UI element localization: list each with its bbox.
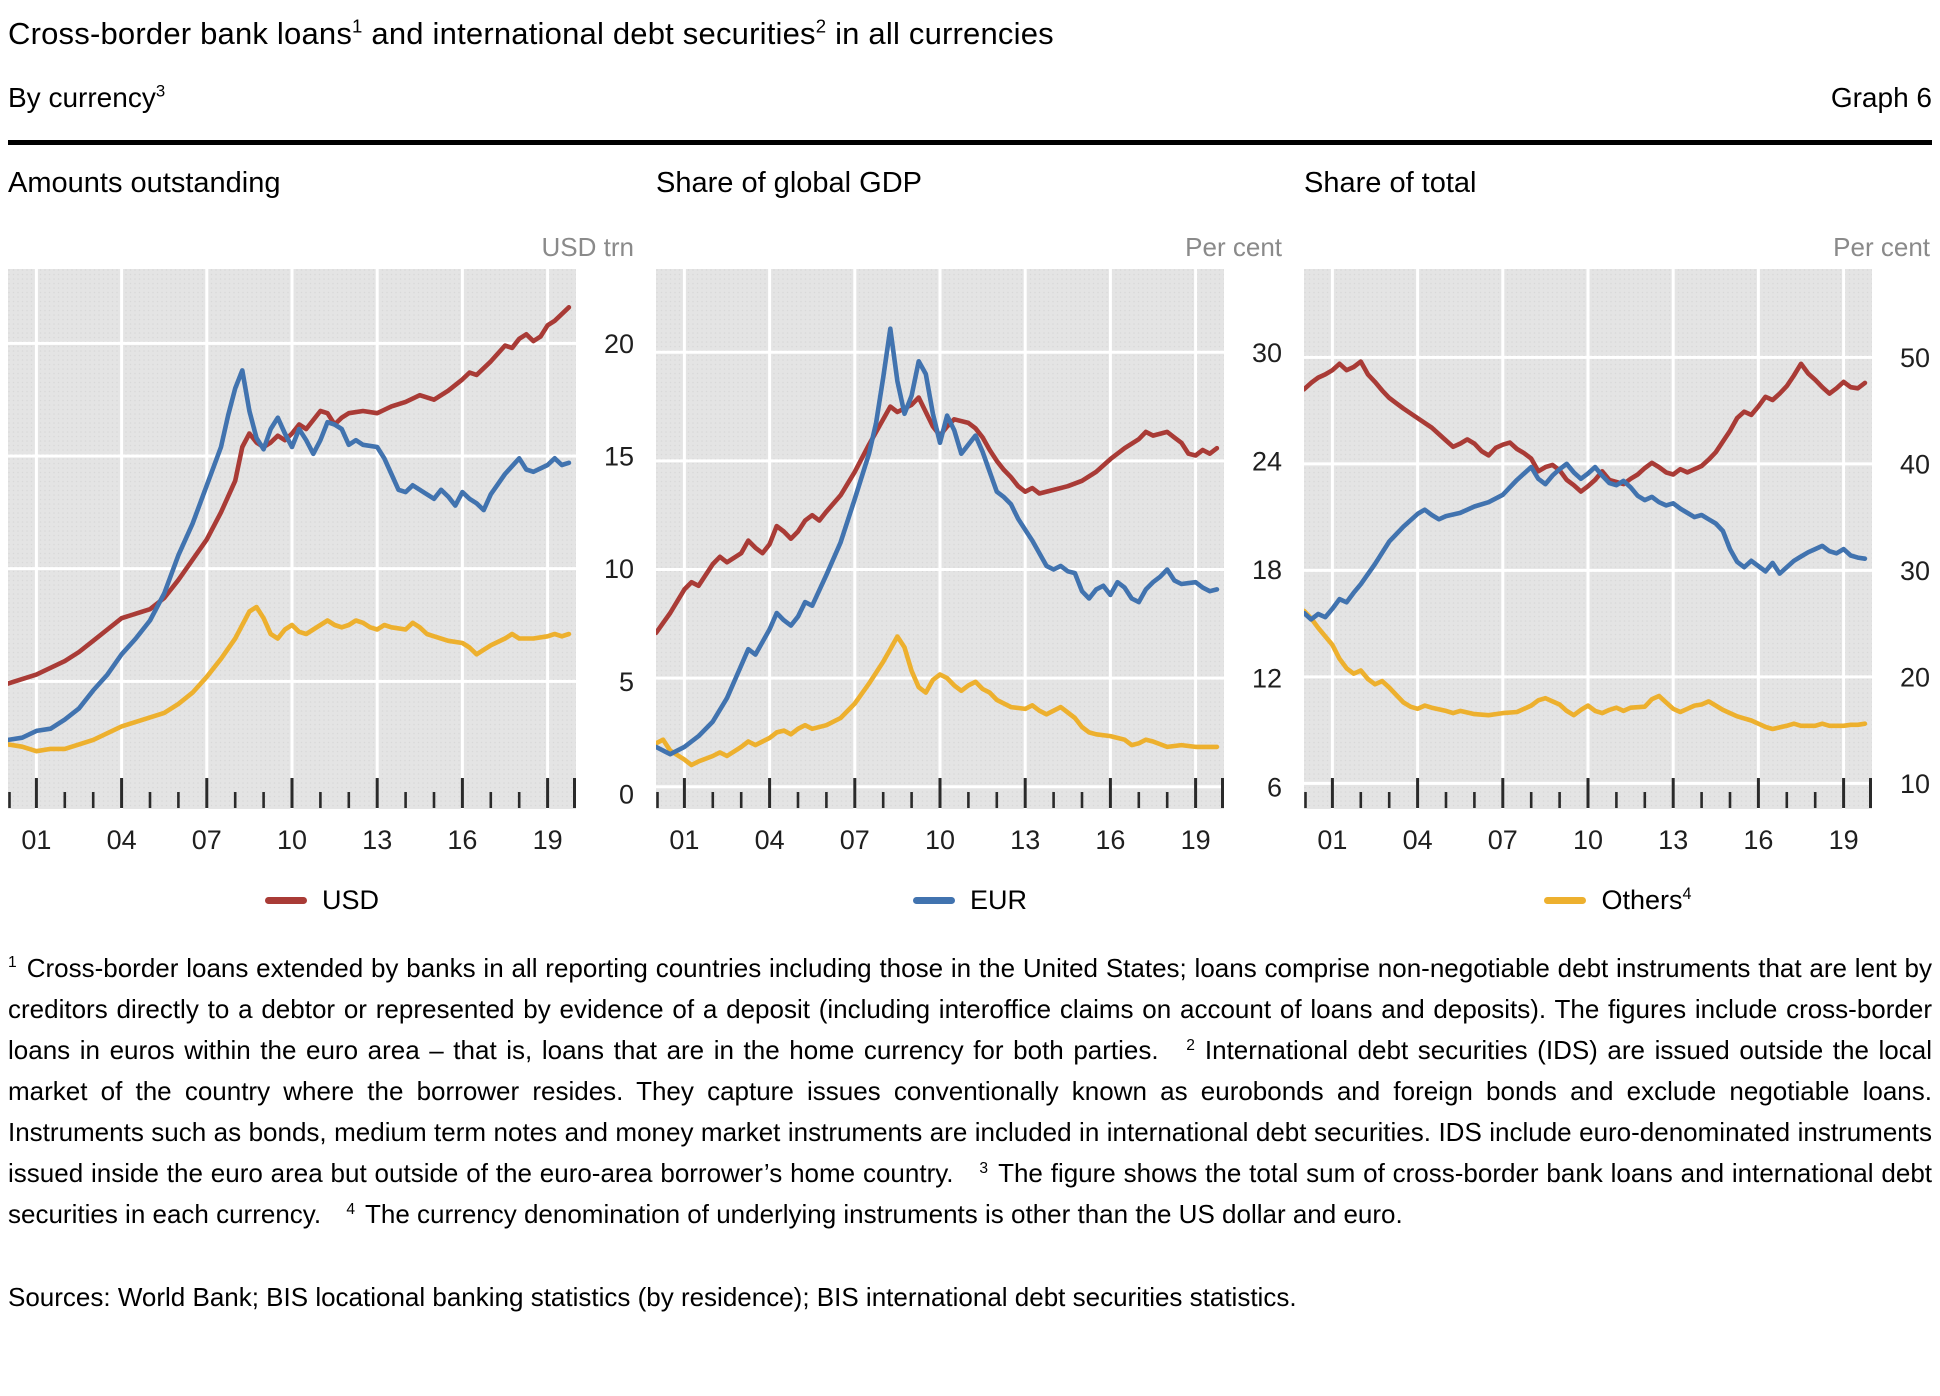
superscript: 2 [815, 15, 827, 37]
legend-color-swatch [264, 897, 307, 904]
divider-rule [8, 140, 1932, 145]
series-others [8, 604, 572, 754]
svg-text:07: 07 [192, 825, 222, 855]
svg-text:01: 01 [669, 825, 699, 855]
svg-text:01: 01 [21, 825, 51, 855]
svg-text:04: 04 [107, 825, 137, 855]
svg-text:13: 13 [1010, 825, 1040, 855]
superscript: 4 [1682, 885, 1692, 903]
panel-share-of-global-gdp: Share of global GDP Per cent 01 04 07 10 13 1… [656, 167, 1284, 916]
footnote-marker: 4 [346, 1200, 356, 1218]
gridlines [656, 269, 1224, 809]
panel-share-of-total: Share of total Per cent 01 04 07 10 13 16 19 10… [1304, 167, 1932, 916]
svg-text:16: 16 [1743, 825, 1773, 855]
svg-text:16: 16 [447, 825, 477, 855]
svg-text:10: 10 [925, 825, 955, 855]
panel-amounts-outstanding: Amounts outstanding USD trn 01 04 07 10 13 16… [8, 167, 636, 916]
svg-text:50: 50 [1900, 343, 1930, 373]
y-axis-labels: 0 5 10 15 20 [604, 329, 634, 810]
sources-line: Sources: World Bank; BIS locational bank… [8, 1281, 1297, 1312]
series-lines [656, 326, 1220, 768]
svg-text:40: 40 [1900, 449, 1930, 479]
svg-text:24: 24 [1252, 446, 1282, 476]
superscript: 3 [155, 81, 166, 101]
y-axis-labels: 10 20 30 40 50 [1900, 343, 1930, 799]
series-lines [8, 304, 572, 754]
svg-text:12: 12 [1252, 664, 1282, 694]
series-others [656, 634, 1220, 768]
legend-others: Others4 [1304, 885, 1932, 916]
series-usd [8, 304, 572, 686]
svg-text:10: 10 [604, 554, 634, 584]
panels-row: Amounts outstanding USD trn 01 04 07 10 13 16… [8, 167, 1932, 916]
svg-text:01: 01 [1317, 825, 1347, 855]
svg-text:30: 30 [1252, 338, 1282, 368]
legend-usd: USD [8, 885, 636, 916]
svg-text:20: 20 [604, 329, 634, 359]
svg-text:04: 04 [1403, 825, 1433, 855]
svg-text:5: 5 [619, 667, 634, 697]
legend-label: USD [321, 885, 379, 915]
series-eur [1304, 461, 1868, 622]
legend-color-swatch [912, 897, 955, 904]
svg-text:19: 19 [1181, 825, 1211, 855]
series-usd [1304, 359, 1868, 494]
x-tick-labels: 01 04 07 10 13 16 19 [669, 825, 1210, 855]
svg-text:0: 0 [619, 780, 634, 810]
x-ticks [8, 778, 576, 808]
legend-label: EUR [969, 885, 1027, 915]
series-others [1304, 608, 1868, 732]
svg-text:15: 15 [604, 442, 634, 472]
x-tick-labels: 01 04 07 10 13 16 19 [1317, 825, 1858, 855]
chart-share-of-total: 01 04 07 10 13 16 19 10 20 30 40 50 [1304, 269, 1930, 855]
panel-title: Amounts outstanding [8, 167, 281, 199]
svg-text:18: 18 [1252, 555, 1282, 585]
svg-text:30: 30 [1900, 556, 1930, 586]
svg-text:07: 07 [840, 825, 870, 855]
chart-amounts-outstanding: 01 04 07 10 13 16 19 0 5 10 15 20 [8, 269, 634, 855]
svg-text:6: 6 [1267, 772, 1282, 802]
x-ticks [656, 778, 1224, 808]
footnotes: 1 Cross-border loans extended by banks in… [8, 953, 1933, 1230]
panel-title: Share of global GDP [656, 167, 922, 199]
footnote-marker: 1 [8, 954, 17, 972]
unit-label: Per cent [1185, 232, 1282, 262]
svg-text:07: 07 [1488, 825, 1518, 855]
series-lines [1304, 359, 1868, 732]
svg-text:10: 10 [1573, 825, 1603, 855]
footnote-marker: 3 [979, 1159, 989, 1177]
svg-text:04: 04 [755, 825, 785, 855]
svg-text:10: 10 [1900, 769, 1930, 799]
legend-eur: EUR [656, 885, 1284, 916]
unit-label: Per cent [1833, 232, 1930, 262]
superscript: 1 [352, 15, 363, 37]
subtitle-row: By currency3 Graph 6 [8, 82, 1932, 114]
svg-text:13: 13 [1658, 825, 1688, 855]
svg-text:10: 10 [277, 825, 307, 855]
svg-text:19: 19 [1829, 825, 1859, 855]
svg-text:20: 20 [1900, 662, 1930, 692]
svg-text:16: 16 [1095, 825, 1125, 855]
subtitle: By currency3 [8, 81, 166, 113]
x-tick-labels: 01 04 07 10 13 16 19 [21, 825, 562, 855]
x-ticks [1304, 778, 1872, 808]
document-title: Cross-border bank loans1 and internation… [8, 15, 1054, 51]
panel-title: Share of total [1304, 167, 1477, 199]
svg-text:13: 13 [362, 825, 392, 855]
legend-color-swatch [1544, 897, 1587, 904]
graph-number: Graph 6 [1830, 82, 1932, 113]
series-eur [656, 326, 1220, 757]
unit-label: USD trn [541, 232, 634, 262]
legend-label: Others4 [1601, 885, 1692, 915]
series-eur [8, 368, 572, 743]
svg-text:19: 19 [533, 825, 563, 855]
chart-share-of-global-gdp: 01 04 07 10 13 16 19 6 12 18 24 30 [656, 269, 1282, 855]
footnote-marker: 2 [1186, 1036, 1195, 1054]
y-axis-labels: 6 12 18 24 30 [1252, 338, 1282, 802]
